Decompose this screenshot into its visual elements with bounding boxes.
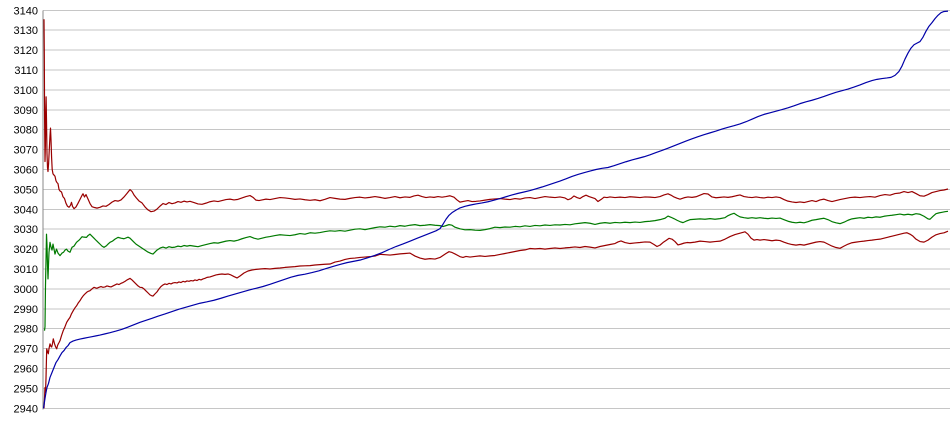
y-tick-label: 3020 (14, 244, 38, 256)
y-tick-label: 2960 (14, 364, 38, 376)
y-tick-label: 3050 (14, 184, 38, 196)
y-tick-label: 3060 (14, 165, 38, 177)
series-blue-equity-line (42, 10, 949, 409)
y-tick-label: 2970 (14, 344, 38, 356)
gridlines (43, 9, 950, 409)
y-tick-label: 3130 (14, 25, 38, 37)
y-tick-label: 3120 (14, 45, 38, 57)
y-tick-label: 3110 (14, 65, 38, 77)
series-lower-red-band (43, 230, 949, 409)
y-tick-label: 2940 (14, 403, 38, 415)
y-tick-label: 3030 (14, 224, 38, 236)
y-tick-label: 3090 (14, 105, 38, 117)
y-tick-label: 2990 (14, 304, 38, 316)
y-tick-label: 3070 (14, 145, 38, 157)
y-tick-label: 3080 (14, 125, 38, 137)
y-tick-label: 3000 (14, 284, 38, 296)
y-tick-label: 3010 (14, 264, 38, 276)
y-tick-label: 2950 (14, 383, 38, 395)
series-upper-red-band (43, 19, 949, 213)
y-tick-label: 3040 (14, 204, 38, 216)
y-tick-label: 3140 (14, 5, 38, 17)
y-tick-label: 3100 (14, 85, 38, 97)
series-green-mid-line (43, 210, 949, 331)
y-tick-label: 2980 (14, 324, 38, 336)
y-axis-tick-labels: 3140 3130 3120 3110 3100 3090 3080 3070 3060 3050… (14, 5, 38, 415)
